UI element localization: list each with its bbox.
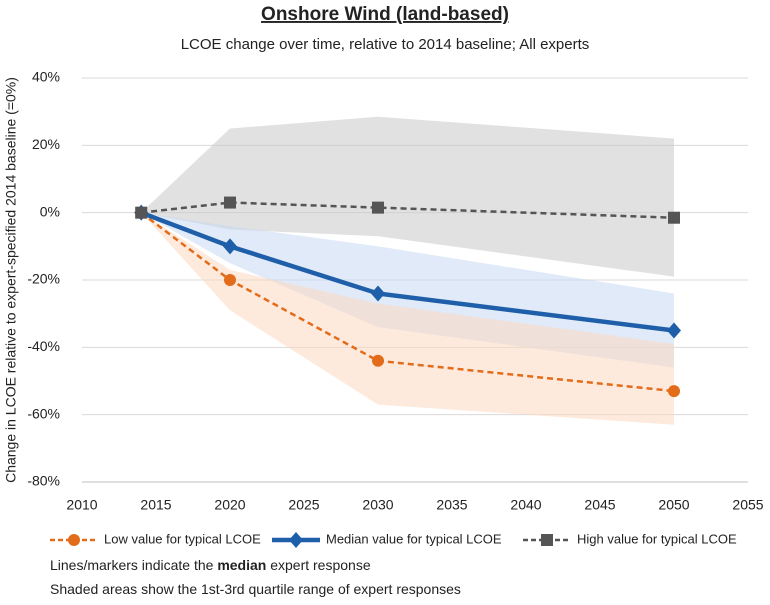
point — [668, 385, 680, 398]
x-tick-label: 2050 — [658, 497, 689, 513]
point — [668, 211, 680, 224]
x-tick-label: 2040 — [510, 497, 541, 513]
x-tick-label: 2035 — [436, 497, 467, 513]
x-tick-label: 2045 — [584, 497, 615, 513]
point — [372, 354, 384, 367]
x-tick-label: 2015 — [140, 497, 171, 513]
point — [667, 322, 681, 339]
point — [371, 285, 385, 302]
y-tick-label: -20% — [27, 271, 60, 287]
y-tick-label: 20% — [32, 136, 60, 152]
x-tick-label: 2030 — [362, 497, 393, 513]
point — [224, 274, 236, 286]
point — [224, 196, 236, 209]
legend-marker — [68, 534, 80, 546]
y-tick-label: -60% — [27, 405, 60, 421]
x-tick-label: 2055 — [732, 497, 763, 513]
note-part: median — [217, 557, 266, 573]
note-part: Lines/markers indicate the — [50, 557, 217, 573]
series-line — [141, 201, 675, 219]
chart-subtitle: LCOE change over time, relative to 2014 … — [181, 36, 590, 53]
point — [135, 206, 148, 219]
note-part: Shaded areas show the 1st-3rd quartile r… — [50, 581, 461, 597]
y-axis-label: Change in LCOE relative to expert-specif… — [3, 77, 19, 483]
point — [372, 201, 384, 214]
note: Shaded areas show the 1st-3rd quartile r… — [50, 581, 461, 597]
y-tick-label: 40% — [32, 69, 60, 85]
series-line — [140, 210, 675, 333]
quartile-band — [141, 212, 674, 425]
legend-label: Low value for typical LCOE — [104, 531, 261, 546]
chart-title: Onshore Wind (land-based) — [261, 4, 509, 25]
legend-marker — [541, 534, 553, 546]
x-tick-label: 2010 — [66, 497, 97, 513]
y-tick-label: -40% — [27, 338, 60, 354]
point — [223, 238, 237, 255]
x-tick-label: 2020 — [214, 497, 245, 513]
legend-label: High value for typical LCOE — [577, 531, 737, 546]
note-part: expert response — [266, 557, 370, 573]
series-line — [140, 211, 675, 393]
x-tick-label: 2025 — [288, 497, 319, 513]
y-tick-label: -80% — [27, 473, 60, 489]
y-tick-label: 0% — [40, 203, 60, 219]
quartile-band — [141, 116, 674, 277]
note: Lines/markers indicate the median expert… — [50, 557, 371, 573]
legend-marker — [289, 532, 303, 548]
legend-label: Median value for typical LCOE — [326, 531, 502, 546]
